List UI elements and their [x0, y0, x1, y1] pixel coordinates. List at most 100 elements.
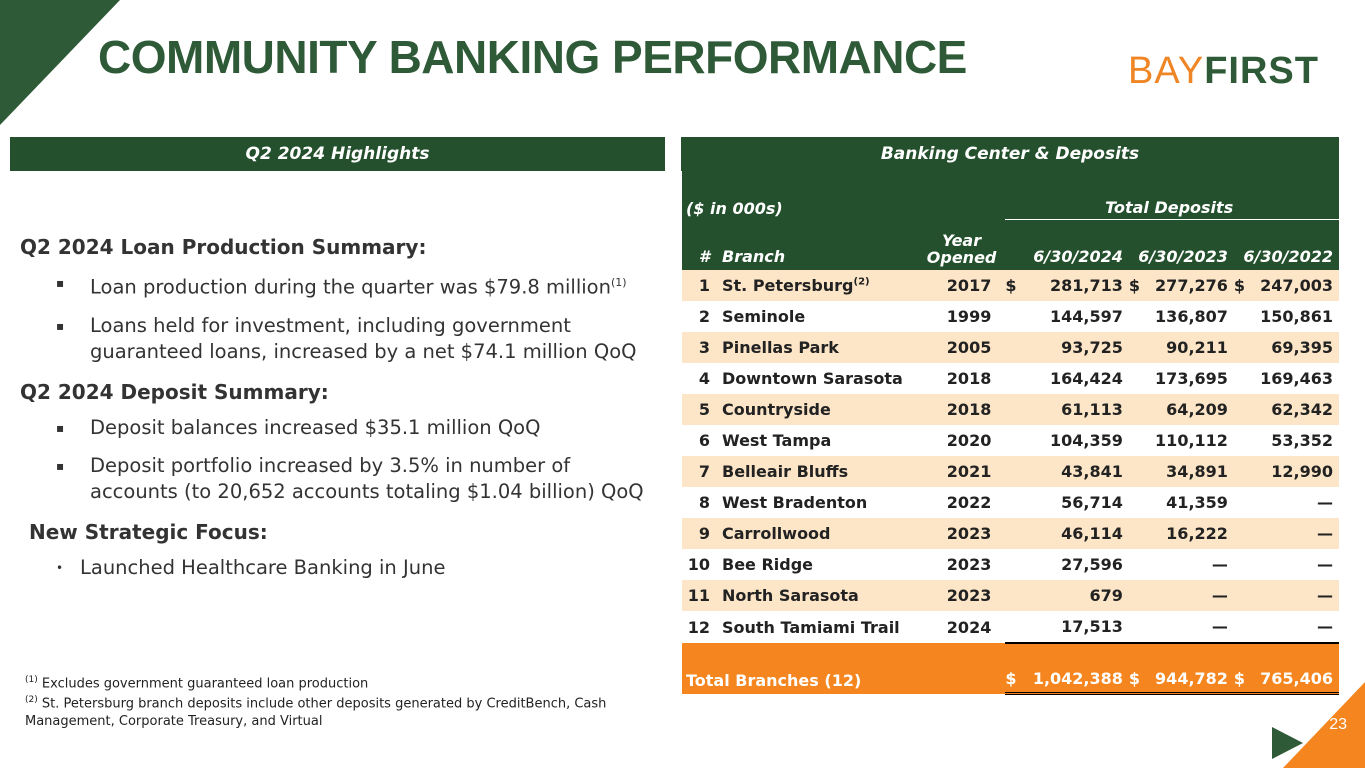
list-item: ▪ Loan production during the quarter was… — [20, 270, 660, 301]
deposits-2024: 61,113 — [1025, 394, 1129, 425]
deposits-2023: — — [1148, 580, 1234, 611]
row-number: 7 — [682, 456, 716, 487]
year-opened: 2005 — [923, 332, 1006, 363]
page-title: COMMUNITY BANKING PERFORMANCE — [98, 31, 967, 83]
footnote: (1) Excludes government guaranteed loan … — [25, 672, 645, 692]
dollar-sign: $ — [1128, 270, 1149, 301]
table-row: 7 Belleair Bluffs 2021 43,841 34,891 12,990 — [682, 456, 1339, 487]
deposits-2022: — — [1253, 580, 1339, 611]
bullet-icon: ▪ — [56, 458, 65, 473]
branch-name: South Tamiami Trail — [716, 611, 924, 643]
deposits-2024: 46,114 — [1025, 518, 1129, 549]
total-row: Total Branches (12) $ 1,042,388 $ 944,78… — [682, 642, 1339, 695]
dollar-sign — [1128, 580, 1149, 611]
branch-name: North Sarasota — [716, 580, 924, 611]
dollar-sign — [1234, 487, 1254, 518]
deposits-2022: — — [1317, 555, 1333, 574]
dollar-sign — [1128, 394, 1149, 425]
bullet-text: Loan production during the quarter was $… — [90, 275, 611, 299]
dollar-sign — [1005, 301, 1025, 332]
branch-label: Bee Ridge — [722, 555, 814, 574]
footnote-text: St. Petersburg branch deposits include o… — [25, 696, 607, 729]
footnote-mark: (2) — [25, 695, 38, 706]
dollar-sign — [1129, 425, 1149, 456]
bullet-icon: ▪ — [56, 420, 65, 435]
footnotes: (1) Excludes government guaranteed loan … — [25, 672, 645, 730]
year-opened: 2017 — [923, 270, 1006, 301]
deposits-2023: 64,209 — [1148, 394, 1234, 425]
dollar-sign: $ — [1128, 642, 1149, 695]
dollar-sign — [1128, 332, 1149, 363]
deposits-heading: Banking Center & Deposits — [681, 137, 1339, 171]
table-header-row: ($ in 000s) Total Deposits — [682, 171, 1339, 220]
col-header-year: Year Opened — [923, 219, 1006, 270]
deposits-2022: 53,352 — [1271, 431, 1333, 450]
bullet-icon: ▪ — [56, 318, 65, 333]
branch-label: Countryside — [722, 400, 831, 419]
branch-name: Pinellas Park — [716, 332, 924, 363]
year-opened: 2018 — [946, 369, 992, 388]
deposits-2024: 164,424 — [1050, 369, 1123, 388]
deposits-2024: 104,359 — [1050, 431, 1123, 450]
branch-label: Pinellas Park — [722, 338, 839, 357]
deposits-2024: 93,725 — [1025, 332, 1129, 363]
deposits-2024: 27,596 — [1061, 555, 1123, 574]
dollar-sign — [1129, 301, 1149, 332]
branch-name: Countryside — [716, 394, 924, 425]
year-opened: 2018 — [923, 394, 1006, 425]
dollar-sign — [1233, 456, 1254, 487]
deposits-2022: 12,990 — [1253, 456, 1339, 487]
deposits-2023: 41,359 — [1166, 493, 1228, 512]
bullet-icon: • — [56, 560, 64, 575]
dollar-sign — [1005, 363, 1025, 394]
bullet-text: Launched Healthcare Banking in June — [80, 555, 446, 579]
row-number: 2 — [698, 307, 710, 326]
year-opened: 2020 — [946, 431, 992, 450]
branch-name: Downtown Sarasota — [716, 363, 924, 394]
year-opened: 2023 — [923, 580, 1006, 611]
branch-label: Seminole — [722, 307, 806, 326]
table-row: 11 North Sarasota 2023 679 — — — [682, 580, 1339, 611]
dollar-sign — [1005, 332, 1026, 363]
col-header-num: # — [682, 219, 716, 270]
table-row: 8 West Bradenton 2022 56,714 41,359 — — [682, 487, 1339, 518]
bullet-text: Deposit portfolio increased by 3.5% in n… — [90, 453, 644, 503]
table-row: 3 Pinellas Park 2005 93,725 90,211 69,395 — [682, 332, 1339, 363]
dollar-sign: $ — [1005, 270, 1026, 301]
branch-label: St. Petersburg — [722, 276, 854, 295]
page-number: 23 — [1329, 716, 1347, 733]
branch-name: Carrollwood — [716, 518, 924, 549]
deposits-2024: 281,713 — [1025, 270, 1129, 301]
deposits-2023: 110,112 — [1155, 431, 1228, 450]
deposits-2024: 679 — [1025, 580, 1129, 611]
loan-summary-title: Q2 2024 Loan Production Summary: — [20, 235, 427, 259]
deposits-2023: 136,807 — [1155, 307, 1228, 326]
deposits-2022: 62,342 — [1253, 394, 1339, 425]
dollar-sign: $ — [1233, 642, 1254, 695]
strategic-focus-title: New Strategic Focus: — [29, 519, 268, 544]
col-header-2023: 6/30/2023 — [1128, 219, 1234, 270]
deposits-table: ($ in 000s) Total Deposits # Branch Year… — [682, 171, 1339, 695]
list-item: ▪ Loans held for investment, including g… — [20, 313, 660, 365]
deposits-2022: 247,003 — [1253, 270, 1339, 301]
units-label: ($ in 000s) — [682, 171, 1006, 220]
deposits-2022: — — [1317, 617, 1333, 636]
branch-label: South Tamiami Trail — [722, 617, 900, 637]
year-opened: 2023 — [946, 555, 992, 574]
branch-label: West Bradenton — [722, 493, 868, 512]
col-header-branch: Branch — [716, 219, 924, 270]
logo-part-first: FIRST — [1204, 50, 1319, 92]
table-header-row: # Branch Year Opened 6/30/2024 6/30/2023 … — [682, 219, 1339, 270]
deposits-2024: 17,513 — [1061, 617, 1123, 636]
row-number: 1 — [682, 270, 716, 301]
deposits-2024: 43,841 — [1025, 456, 1129, 487]
bullet-text: Deposit balances increased $35.1 million… — [90, 415, 541, 439]
table-row: 12 South Tamiami Trail 2024 17,513 — — — [682, 611, 1339, 643]
deposits-2022: 150,861 — [1260, 307, 1333, 326]
footnote-text: Excludes government guaranteed loan prod… — [41, 676, 369, 692]
deposit-summary-title: Q2 2024 Deposit Summary: — [20, 379, 329, 404]
deposits-2022: — — [1253, 518, 1339, 549]
branch-label: North Sarasota — [722, 586, 859, 605]
bullet-text: Loans held for investment, including gov… — [90, 313, 637, 363]
dollar-sign — [1128, 518, 1149, 549]
